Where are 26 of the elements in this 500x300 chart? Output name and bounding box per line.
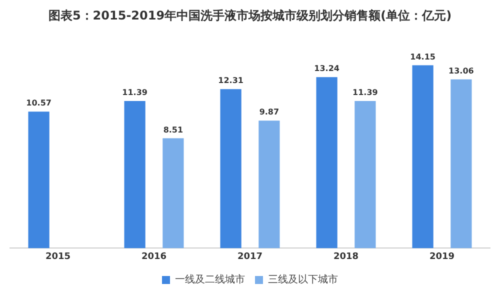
data-label: 12.31 (218, 76, 244, 86)
legend-label: 一线及二线城市 (175, 274, 245, 286)
bar (316, 77, 338, 248)
bar (450, 79, 472, 248)
data-label: 9.87 (259, 108, 280, 117)
legend-label: 三线及以下城市 (268, 274, 338, 286)
bar (412, 65, 434, 248)
data-label: 14.15 (410, 52, 436, 62)
x-tick-label: 2019 (429, 252, 455, 262)
bar (162, 138, 184, 248)
bar (258, 120, 280, 248)
x-tick-label: 2017 (237, 252, 263, 262)
bar (354, 100, 376, 248)
bar (28, 112, 50, 248)
x-tick-label: 2016 (141, 252, 167, 262)
bar (220, 89, 242, 248)
data-label: 11.39 (122, 88, 148, 98)
data-label: 10.57 (26, 98, 52, 108)
data-label: 8.51 (163, 125, 184, 134)
data-label: 13.24 (314, 64, 340, 74)
data-label: 13.06 (448, 66, 474, 76)
bar (124, 100, 146, 248)
data-label: 11.39 (352, 88, 378, 98)
x-tick-label: 2018 (333, 252, 359, 262)
chart-title: 图表5：2015-2019年中国洗手液市场按城市级别划分销售额(单位：亿元) (48, 8, 452, 22)
x-tick-label: 2015 (45, 252, 71, 262)
